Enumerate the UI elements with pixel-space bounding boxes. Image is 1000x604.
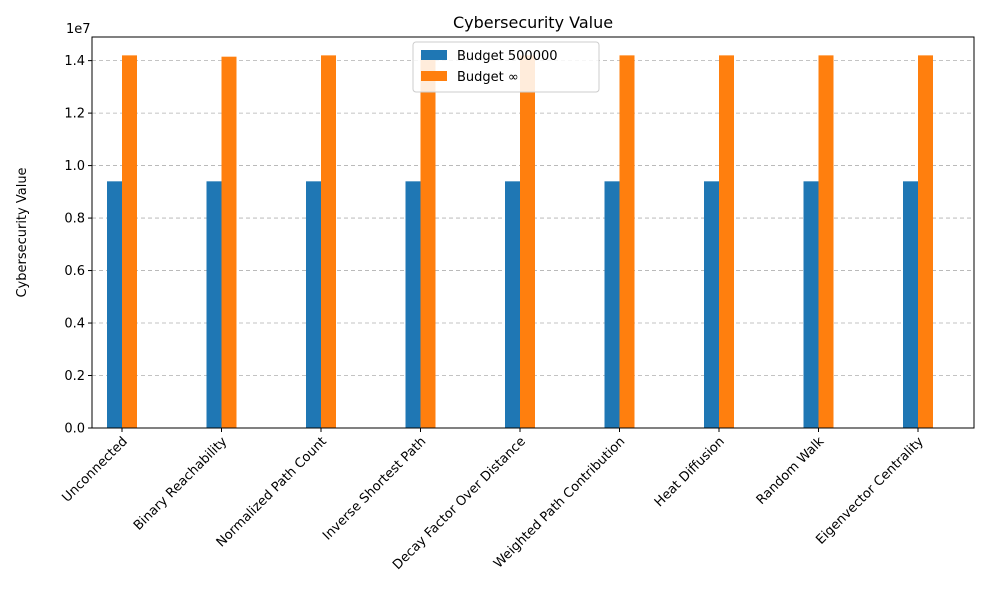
bar-budget-500000 [405, 181, 421, 428]
bar-budget-infinity [818, 55, 834, 428]
bar-budget-infinity [520, 55, 535, 428]
legend-box [412, 41, 600, 93]
bar-budget-500000 [803, 181, 819, 428]
bar-budget-500000 [206, 181, 222, 428]
bar-budget-infinity [719, 55, 734, 428]
y-axis-label: Cybersecurity Value [15, 167, 30, 297]
bar-budget-500000 [903, 181, 918, 428]
y-tick-label: 1.2 [64, 107, 85, 122]
bar-budget-infinity [221, 56, 237, 428]
y-tick-label: 0.2 [64, 369, 85, 384]
y-axis-offset-label: 1e7 [66, 22, 91, 37]
bar-budget-500000 [604, 181, 620, 428]
legend-label: Budget ∞ [457, 70, 519, 85]
bar-budget-500000 [306, 181, 321, 428]
bar-budget-infinity [619, 55, 635, 428]
y-axis: 0.0 0.2 0.4 0.6 0.8 1.0 1.2 1.4 [64, 54, 92, 437]
y-tick-label: 0.4 [64, 317, 85, 332]
bar-budget-infinity [420, 55, 436, 428]
bar-budget-500000 [505, 181, 520, 428]
bar-budget-500000 [107, 181, 122, 428]
bars [107, 55, 933, 428]
bar-budget-infinity [918, 55, 933, 428]
y-tick-label: 1.0 [64, 159, 85, 174]
y-tick-label: 0.0 [64, 422, 85, 437]
bar-budget-infinity [122, 55, 137, 428]
plot-frame [91, 36, 975, 429]
y-tick-label: 1.4 [64, 54, 85, 69]
legend-label: Budget 500000 [457, 49, 558, 64]
y-tick-label: 0.6 [64, 264, 85, 279]
bar-budget-500000 [704, 181, 719, 428]
legend-swatch [421, 50, 447, 60]
legend: Budget 500000 Budget ∞ [412, 41, 600, 93]
legend-swatch [421, 71, 447, 81]
bar-budget-infinity [321, 55, 336, 428]
y-tick-label: 0.8 [64, 212, 85, 227]
chart-title: Cybersecurity Value [453, 13, 613, 32]
